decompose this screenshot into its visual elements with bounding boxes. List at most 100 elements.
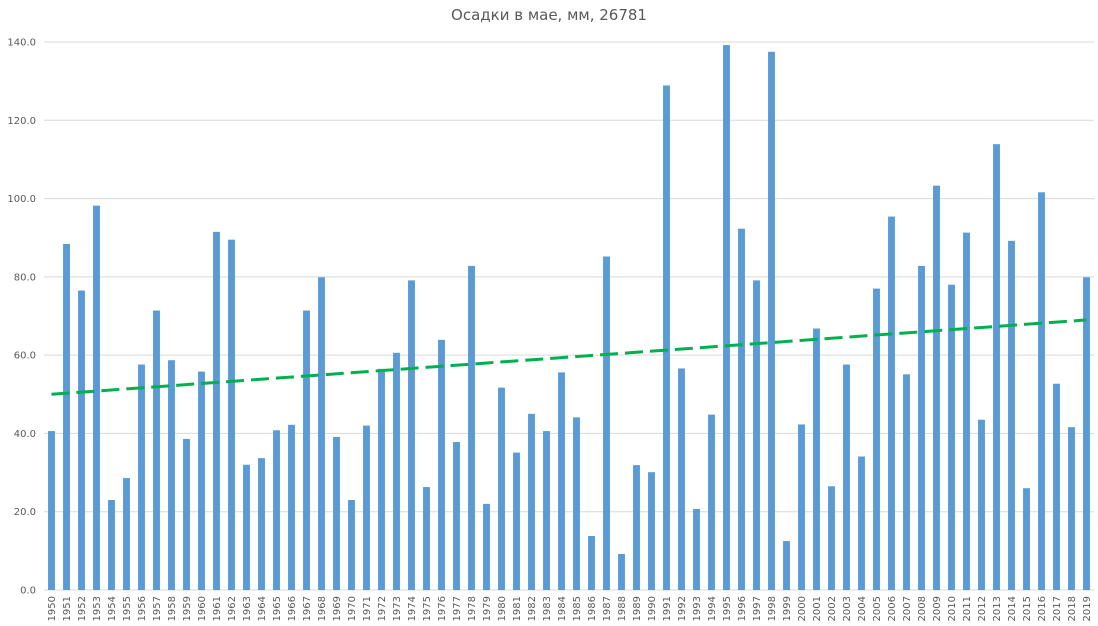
bar [1038, 192, 1045, 590]
x-tick-label: 1953 [92, 596, 103, 621]
bar [888, 216, 895, 590]
x-tick-label: 2003 [842, 596, 853, 621]
bar [993, 144, 1000, 591]
x-tick-label: 1958 [167, 596, 178, 621]
x-tick-label: 2002 [827, 596, 838, 621]
x-tick-label: 1987 [602, 596, 613, 621]
x-tick-label: 1998 [767, 596, 778, 621]
bar [318, 277, 325, 590]
x-tick-label: 2007 [902, 596, 913, 621]
x-tick-label: 1974 [407, 596, 418, 621]
bar [438, 339, 445, 590]
x-tick-label: 2005 [872, 596, 883, 621]
bar [873, 288, 880, 590]
bar [93, 205, 100, 591]
x-tick-label: 1989 [632, 596, 643, 621]
x-tick-label: 1964 [257, 596, 268, 621]
bar [183, 438, 190, 590]
x-tick-label: 1979 [482, 596, 493, 621]
bar [783, 541, 790, 590]
bar [933, 185, 940, 590]
bar [198, 371, 205, 590]
bar [963, 232, 970, 590]
x-tick-label: 1956 [137, 596, 148, 621]
bar [1008, 240, 1015, 591]
y-tick-label: 0.0 [20, 586, 36, 597]
x-tick-label: 1988 [617, 596, 628, 621]
bar [63, 243, 70, 590]
y-tick-label: 80.0 [14, 272, 36, 283]
x-tick-label: 1961 [212, 596, 223, 621]
bar [513, 452, 520, 590]
bar [138, 364, 145, 590]
y-tick-label: 120.0 [7, 116, 36, 127]
x-tick-label: 1994 [707, 596, 718, 621]
bar [603, 256, 610, 590]
bar [258, 458, 265, 590]
x-tick-label: 2006 [887, 596, 898, 621]
bar [528, 413, 535, 590]
bar [498, 387, 505, 590]
bar [468, 265, 475, 590]
bar [558, 372, 565, 590]
bar [408, 280, 415, 590]
x-tick-label: 2019 [1082, 596, 1093, 621]
x-tick-label: 1992 [677, 596, 688, 621]
x-tick-label: 1960 [197, 596, 208, 621]
bar [423, 487, 430, 590]
x-tick-label: 2008 [917, 596, 928, 621]
x-tick-label: 2014 [1007, 596, 1018, 621]
x-tick-label: 1995 [722, 596, 733, 621]
bar [978, 419, 985, 590]
bar [903, 374, 910, 590]
x-tick-label: 2012 [977, 596, 988, 621]
x-tick-label: 1954 [107, 596, 118, 621]
x-tick-label: 1965 [272, 596, 283, 621]
bar [843, 364, 850, 590]
y-tick-label: 100.0 [7, 194, 36, 205]
bar [123, 478, 130, 590]
bar [1083, 277, 1090, 590]
bar [48, 431, 55, 590]
bar [333, 436, 340, 590]
bar [303, 310, 310, 590]
bar [618, 553, 625, 590]
x-tick-label: 2011 [962, 596, 973, 621]
x-tick-label: 1971 [362, 596, 373, 621]
x-tick-label: 1972 [377, 596, 388, 621]
x-tick-label: 2000 [797, 596, 808, 621]
bar [543, 431, 550, 590]
trend-line [51, 318, 1087, 396]
bar [108, 499, 115, 590]
x-tick-label: 1997 [752, 596, 763, 621]
bar [78, 290, 85, 590]
bar [483, 503, 490, 590]
bar [693, 508, 700, 590]
x-tick-label: 2013 [992, 596, 1003, 621]
x-tick-label: 1976 [437, 596, 448, 621]
x-tick-label: 1950 [47, 596, 58, 621]
x-tick-label: 1993 [692, 596, 703, 621]
x-tick-label: 2009 [932, 596, 943, 621]
bar [663, 85, 670, 590]
bar [213, 231, 220, 591]
bar [633, 465, 640, 590]
bar [918, 265, 925, 590]
x-tick-label: 2016 [1037, 596, 1048, 621]
x-tick-label: 1966 [287, 596, 298, 621]
bar [1053, 383, 1060, 590]
y-tick-label: 60.0 [14, 351, 36, 362]
bar [768, 51, 775, 591]
bar [363, 425, 370, 590]
bar [828, 486, 835, 590]
x-tick-label: 1990 [647, 596, 658, 621]
bar [753, 280, 760, 590]
bar [348, 499, 355, 590]
x-tick-label: 2018 [1067, 596, 1078, 621]
x-tick-label: 1996 [737, 596, 748, 621]
bar [378, 368, 385, 590]
x-tick-label: 1952 [77, 596, 88, 621]
bar [858, 456, 865, 590]
x-tick-label: 1981 [512, 596, 523, 621]
